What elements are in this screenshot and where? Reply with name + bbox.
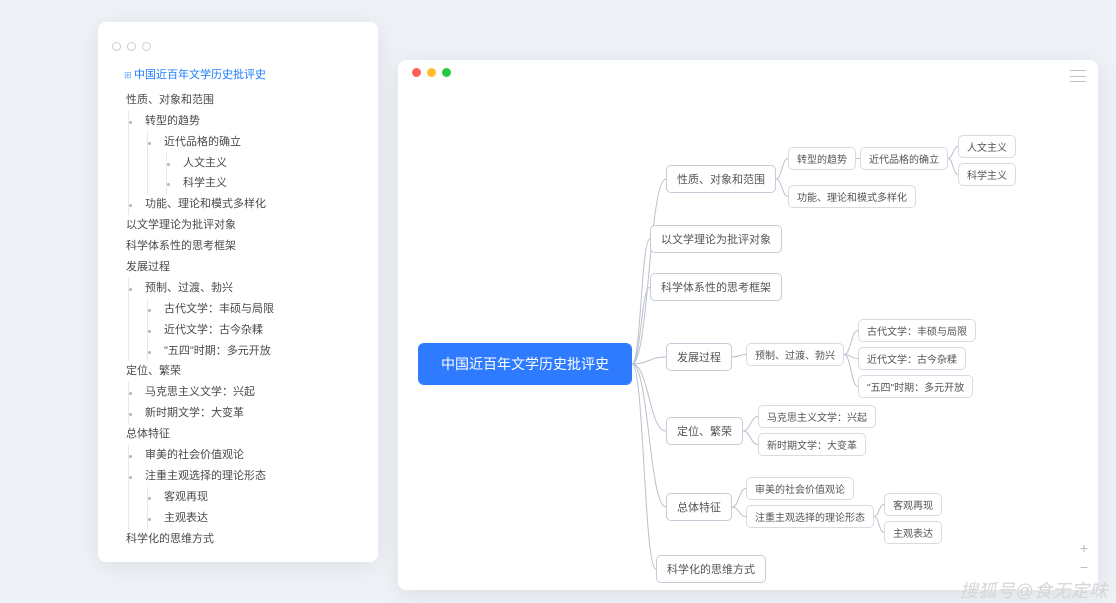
outline-item[interactable]: 科学化的思维方式 — [124, 529, 360, 550]
outline-item[interactable]: 人文主义 — [181, 153, 360, 174]
map-node[interactable]: 预制、过渡、勃兴 — [746, 343, 844, 366]
watermark: 搜狐号@食无定味 — [960, 577, 1108, 603]
map-node[interactable]: 马克思主义文学：兴起 — [758, 405, 876, 428]
traffic-dot — [127, 42, 136, 51]
map-node[interactable]: 科学体系性的思考框架 — [650, 273, 782, 301]
zoom-out-button[interactable]: − — [1080, 558, 1088, 578]
map-node[interactable]: 转型的趋势 — [788, 147, 856, 170]
outline-item[interactable]: 近代文学：古今杂糅 — [162, 320, 360, 341]
map-node[interactable]: 定位、繁荣 — [666, 417, 743, 445]
map-node[interactable]: 客观再现 — [884, 493, 942, 516]
outline-item[interactable]: 古代文学：丰硕与局限 — [162, 299, 360, 320]
map-node[interactable]: 发展过程 — [666, 343, 732, 371]
outline-item[interactable]: 科学体系性的思考框架 — [124, 236, 360, 257]
outline-item[interactable]: 注重主观选择的理论形态客观再现主观表达 — [143, 466, 360, 529]
outline-item[interactable]: 科学主义 — [181, 173, 360, 194]
map-node[interactable]: 功能、理论和模式多样化 — [788, 185, 916, 208]
outline-item[interactable]: 以文学理论为批评对象 — [124, 215, 360, 236]
outline-item[interactable]: 主观表达 — [162, 508, 360, 529]
outline-item[interactable]: 发展过程预制、过渡、勃兴古代文学：丰硕与局限近代文学：古今杂糅"五四"时期：多元… — [124, 257, 360, 361]
outline-item[interactable]: 审美的社会价值观论 — [143, 445, 360, 466]
close-dot[interactable] — [412, 68, 421, 77]
outline-item[interactable]: 总体特征审美的社会价值观论注重主观选择的理论形态客观再现主观表达 — [124, 424, 360, 528]
mindmap-canvas[interactable]: 中国近百年文学历史批评史 性质、对象和范围转型的趋势近代品格的确立人文主义科学主义… — [398, 85, 1098, 585]
map-node[interactable]: 科学化的思维方式 — [656, 555, 766, 583]
map-node[interactable]: "五四"时期：多元开放 — [858, 375, 973, 398]
map-node[interactable]: 新时期文学：大变革 — [758, 433, 866, 456]
map-node[interactable]: 近代品格的确立 — [860, 147, 948, 170]
map-node[interactable]: 科学主义 — [958, 163, 1016, 186]
map-node[interactable]: 人文主义 — [958, 135, 1016, 158]
outline-item[interactable]: 客观再现 — [162, 487, 360, 508]
zoom-controls: + − — [1080, 539, 1088, 578]
maximize-dot[interactable] — [442, 68, 451, 77]
outline-item[interactable]: 马克思主义文学：兴起 — [143, 382, 360, 403]
outline-item[interactable]: 性质、对象和范围转型的趋势近代品格的确立人文主义科学主义功能、理论和模式多样化 — [124, 90, 360, 215]
map-node[interactable]: 以文学理论为批评对象 — [650, 225, 782, 253]
central-node[interactable]: 中国近百年文学历史批评史 — [418, 343, 632, 385]
outline-item[interactable]: 功能、理论和模式多样化 — [143, 194, 360, 215]
map-node[interactable]: 总体特征 — [666, 493, 732, 521]
map-node[interactable]: 性质、对象和范围 — [666, 165, 776, 193]
outline-item[interactable]: 定位、繁荣马克思主义文学：兴起新时期文学：大变革 — [124, 361, 360, 424]
outline-panel: 中国近百年文学历史批评史 性质、对象和范围转型的趋势近代品格的确立人文主义科学主… — [98, 22, 378, 562]
outline-body: 中国近百年文学历史批评史 性质、对象和范围转型的趋势近代品格的确立人文主义科学主… — [98, 59, 378, 555]
map-node[interactable]: 古代文学：丰硕与局限 — [858, 319, 976, 342]
map-node[interactable]: 注重主观选择的理论形态 — [746, 505, 874, 528]
traffic-dot — [142, 42, 151, 51]
window-dots-left — [98, 34, 378, 59]
zoom-in-button[interactable]: + — [1080, 539, 1088, 559]
map-node[interactable]: 近代文学：古今杂糅 — [858, 347, 966, 370]
traffic-dot — [112, 42, 121, 51]
outline-item[interactable]: 近代品格的确立人文主义科学主义 — [162, 132, 360, 195]
window-dots-right — [398, 60, 1098, 85]
menu-icon[interactable] — [1070, 70, 1086, 82]
minimize-dot[interactable] — [427, 68, 436, 77]
outline-title[interactable]: 中国近百年文学历史批评史 — [124, 65, 360, 86]
map-node[interactable]: 审美的社会价值观论 — [746, 477, 854, 500]
outline-item[interactable]: 新时期文学：大变革 — [143, 403, 360, 424]
outline-item[interactable]: 预制、过渡、勃兴古代文学：丰硕与局限近代文学：古今杂糅"五四"时期：多元开放 — [143, 278, 360, 362]
outline-item[interactable]: 转型的趋势近代品格的确立人文主义科学主义 — [143, 111, 360, 195]
mindmap-panel: 中国近百年文学历史批评史 性质、对象和范围转型的趋势近代品格的确立人文主义科学主义… — [398, 60, 1098, 590]
map-node[interactable]: 主观表达 — [884, 521, 942, 544]
outline-item[interactable]: "五四"时期：多元开放 — [162, 341, 360, 362]
